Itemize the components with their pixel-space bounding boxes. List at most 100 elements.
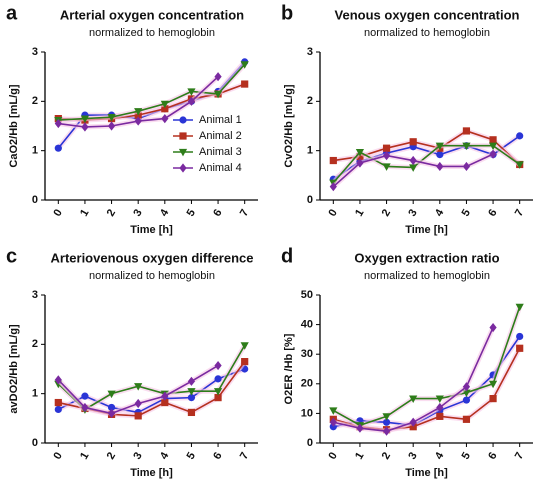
marker bbox=[134, 398, 142, 409]
marker bbox=[107, 121, 116, 131]
marker bbox=[107, 403, 116, 412]
marker bbox=[382, 151, 391, 161]
x-axis-label: Time [h] bbox=[405, 224, 448, 236]
x-tick-label: 6 bbox=[486, 450, 499, 461]
x-tick-label: 5 bbox=[185, 207, 198, 218]
marker bbox=[409, 417, 417, 427]
x-tick-label: 4 bbox=[433, 207, 447, 219]
marker bbox=[462, 161, 471, 172]
x-tick-label: 4 bbox=[433, 450, 447, 462]
marker bbox=[214, 394, 222, 402]
x-tick-label: 7 bbox=[238, 450, 251, 461]
chart-title: Oxygen extraction ratio bbox=[354, 250, 499, 265]
marker bbox=[489, 322, 497, 333]
panel-letter: b bbox=[281, 2, 293, 24]
series-line bbox=[332, 144, 521, 184]
marker bbox=[54, 144, 62, 152]
x-tick-label: 2 bbox=[105, 450, 118, 461]
marker bbox=[107, 390, 116, 399]
x-tick-label: 0 bbox=[52, 207, 65, 218]
marker bbox=[488, 380, 498, 389]
x-tick-label: 2 bbox=[380, 207, 393, 218]
marker bbox=[178, 148, 188, 157]
x-tick-label: 7 bbox=[513, 450, 526, 461]
marker bbox=[329, 182, 337, 192]
marker bbox=[241, 80, 249, 88]
x-tick-label: 1 bbox=[353, 450, 366, 461]
marker bbox=[356, 152, 364, 161]
panel: c Arteriovenous oxygen difference normaliz… bbox=[6, 245, 258, 479]
y-axis-label: CvO2/Hb [mL/g] bbox=[283, 84, 295, 167]
marker bbox=[134, 116, 142, 126]
y-tick-label: 0 bbox=[32, 437, 38, 449]
x-tick-label: 0 bbox=[52, 450, 65, 461]
marker bbox=[356, 158, 364, 168]
marker bbox=[356, 423, 364, 433]
marker bbox=[187, 376, 196, 386]
x-tick-label: 3 bbox=[406, 450, 419, 461]
marker bbox=[382, 144, 391, 152]
marker bbox=[187, 388, 196, 396]
x-tick-label: 4 bbox=[158, 207, 172, 219]
x-tick-label: 3 bbox=[406, 207, 419, 218]
marker bbox=[409, 395, 418, 403]
marker bbox=[179, 163, 187, 173]
marker bbox=[329, 407, 338, 415]
x-tick-label: 2 bbox=[380, 450, 393, 461]
x-tick-label: 6 bbox=[211, 450, 224, 461]
x-tick-label: 3 bbox=[131, 450, 144, 461]
marker bbox=[488, 142, 498, 151]
marker bbox=[241, 358, 249, 366]
marker bbox=[54, 375, 62, 385]
y-axis-label: CaO2/Hb [mL/g] bbox=[8, 84, 20, 167]
y-tick-label: 30 bbox=[301, 348, 313, 360]
marker bbox=[134, 383, 143, 391]
marker bbox=[80, 115, 90, 123]
marker bbox=[160, 100, 169, 109]
chart-title: Arteriovenous oxygen difference bbox=[51, 250, 254, 265]
panel-letter: a bbox=[6, 2, 18, 24]
y-axis-label: avDO2/Hb [mL/g] bbox=[8, 324, 20, 414]
marker bbox=[436, 161, 444, 172]
x-tick-label: 4 bbox=[158, 450, 172, 462]
y-tick-label: 20 bbox=[301, 378, 313, 390]
marker bbox=[382, 413, 391, 421]
x-tick-label: 0 bbox=[327, 207, 340, 218]
marker bbox=[214, 375, 222, 383]
chart-subtitle: normalized to hemoglobin bbox=[89, 270, 215, 282]
legend-label: Animal 3 bbox=[199, 146, 242, 158]
x-tick-label: 7 bbox=[238, 207, 251, 218]
series-line bbox=[332, 306, 521, 427]
y-tick-label: 3 bbox=[32, 289, 38, 301]
series-line bbox=[57, 368, 245, 414]
x-axis-label: Time [h] bbox=[405, 467, 448, 479]
marker bbox=[187, 96, 196, 106]
marker bbox=[214, 72, 222, 82]
y-tick-label: 1 bbox=[307, 145, 313, 157]
marker bbox=[213, 388, 223, 396]
panel-letter: c bbox=[6, 245, 17, 267]
y-tick-label: 0 bbox=[32, 194, 38, 206]
marker bbox=[462, 142, 471, 151]
y-tick-label: 2 bbox=[32, 95, 38, 107]
x-tick-label: 6 bbox=[211, 207, 224, 218]
legend-label: Animal 1 bbox=[199, 114, 242, 126]
marker bbox=[382, 163, 391, 171]
marker bbox=[515, 161, 524, 169]
y-tick-label: 1 bbox=[32, 388, 38, 400]
chart-subtitle: normalized to hemoglobin bbox=[89, 27, 215, 39]
marker bbox=[489, 136, 497, 144]
marker bbox=[489, 395, 497, 403]
panel: b Venous oxygen concentration normalized t… bbox=[281, 2, 533, 236]
marker bbox=[214, 360, 222, 371]
marker bbox=[54, 118, 62, 129]
marker bbox=[436, 151, 444, 159]
marker bbox=[107, 114, 116, 122]
marker bbox=[382, 418, 391, 426]
y-tick-label: 2 bbox=[307, 95, 313, 107]
x-tick-label: 5 bbox=[460, 207, 473, 218]
y-tick-label: 2 bbox=[32, 338, 38, 350]
marker bbox=[329, 417, 337, 427]
marker bbox=[462, 396, 471, 404]
